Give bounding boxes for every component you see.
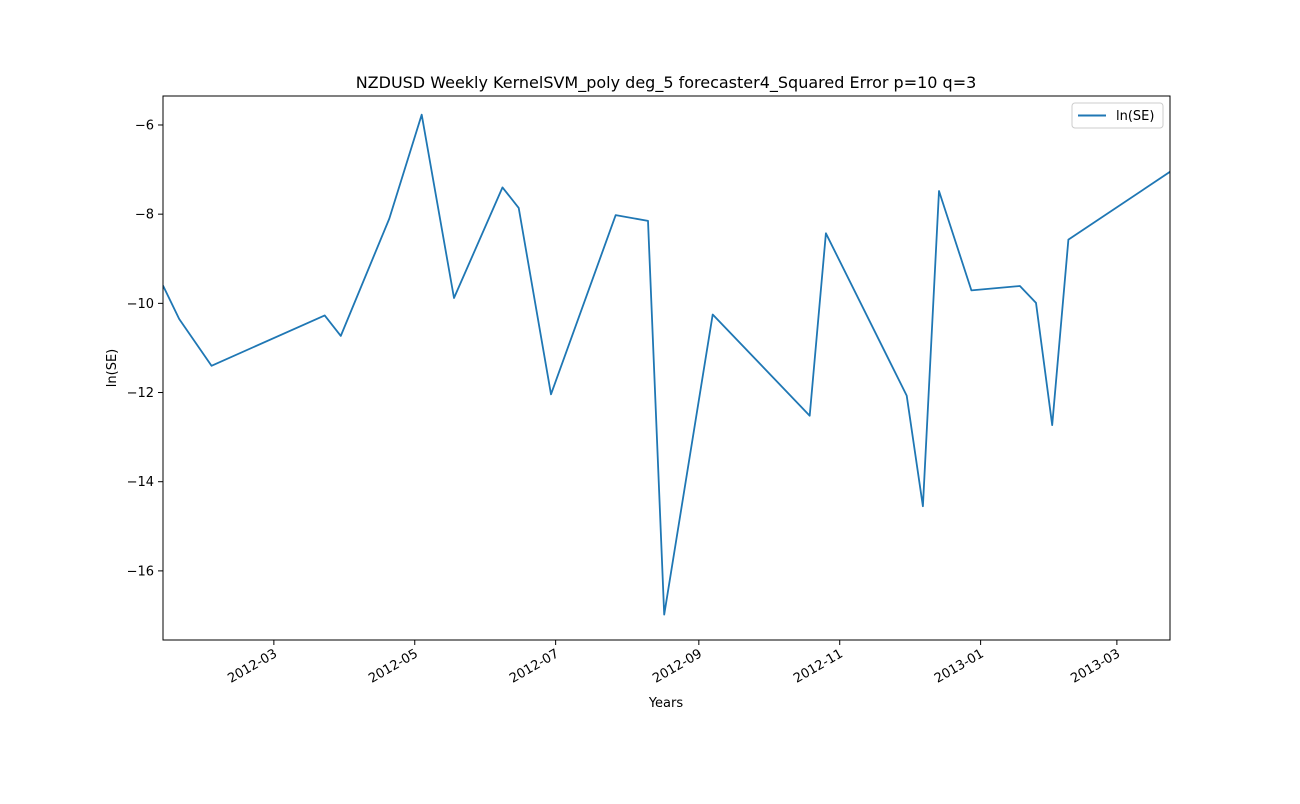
- x-axis-label: Years: [648, 696, 684, 711]
- y-tick-label: −12: [127, 386, 154, 401]
- y-tick-label: −14: [127, 475, 154, 490]
- axes-frame: [162, 95, 1171, 641]
- legend-box: [1071, 102, 1164, 129]
- y-axis-label: ln(SE): [105, 349, 120, 387]
- y-tick-label: −10: [127, 297, 154, 312]
- y-tick-label: −6: [135, 118, 154, 133]
- chart-title: NZDUSD Weekly KernelSVM_poly deg_5 forec…: [356, 73, 977, 93]
- legend-label: ln(SE): [1116, 109, 1154, 124]
- legend: ln(SE): [1071, 102, 1164, 129]
- series-line-0: [163, 113, 1170, 616]
- y-tick-label: −16: [127, 564, 154, 579]
- y-tick-label: −8: [135, 208, 154, 223]
